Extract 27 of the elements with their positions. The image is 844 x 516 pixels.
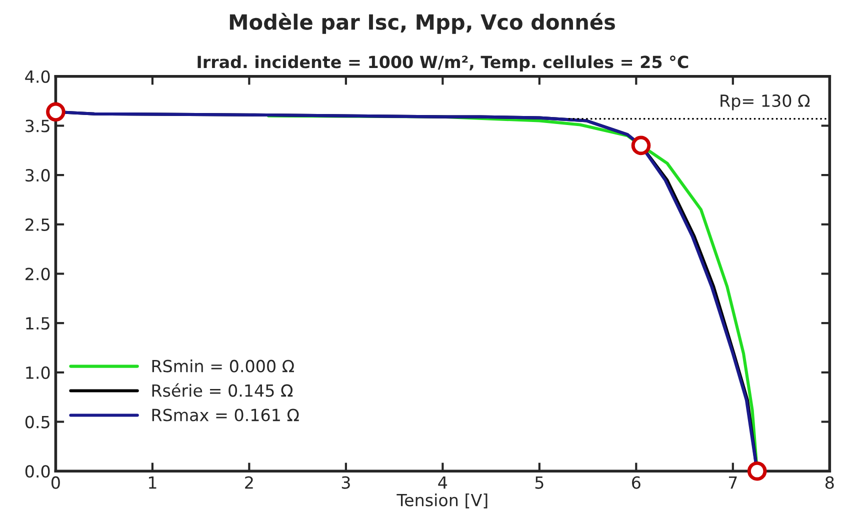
- x-tick-label: 6: [632, 476, 640, 489]
- y-tick-label: 3.0: [26, 169, 50, 182]
- legend-label: RSmin = 0.000 Ω: [152, 359, 294, 372]
- x-axis-title: Tension [V]: [396, 493, 488, 508]
- y-tick-label: 3.5: [26, 120, 50, 132]
- x-tick-label: 5: [535, 476, 544, 489]
- chart-subtitle: Irrad. incidente = 1000 W/m², Temp. cellules = 25 °C: [198, 55, 688, 72]
- x-tick-label: 4: [438, 476, 448, 489]
- y-tick-label: 2.5: [26, 218, 50, 231]
- y-tick-label: 0.5: [25, 416, 50, 428]
- point: [747, 461, 767, 481]
- chart-title: Modèle par Isc, Mpp, Vco donnés: [230, 12, 615, 34]
- x-tick-label: 7: [728, 476, 737, 489]
- y-tick-label: 1.5: [26, 317, 50, 330]
- y-tick-label: 4.0: [25, 70, 50, 83]
- x-tick-label: 1: [148, 476, 156, 489]
- x-tick-label: 8: [825, 476, 834, 489]
- legend-label: RSmax = 0.161 Ω: [152, 408, 299, 422]
- point: [631, 136, 651, 156]
- annotation: Rp= 130 Ω: [720, 94, 810, 110]
- y-tick-label: 2.0: [26, 268, 50, 280]
- legend-label: Rsérie = 0.145 Ω: [152, 383, 293, 397]
- x-tick-label: 0: [52, 476, 60, 489]
- x-tick-label: 2: [245, 476, 253, 489]
- x-tick-label: 3: [342, 476, 350, 489]
- y-tick-label: 0.0: [25, 465, 50, 478]
- y-tick-label: 1.0: [26, 366, 50, 379]
